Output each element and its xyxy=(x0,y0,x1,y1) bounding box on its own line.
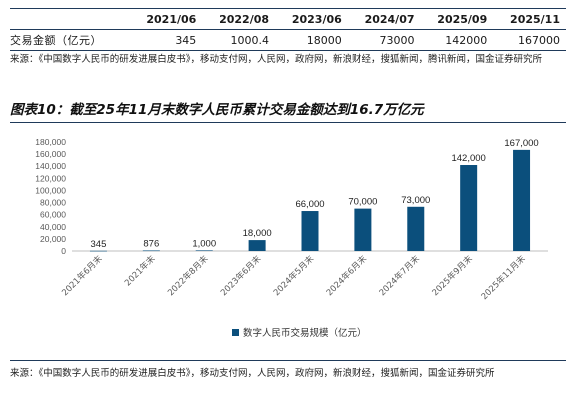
figure-caption: 图表10：截至25年11月末数字人民币累计交易金额达到16.7万亿元 xyxy=(10,100,566,123)
table-header-cell: 2024/07 xyxy=(347,8,421,30)
table-header-cell: 2025/11 xyxy=(493,8,566,30)
table-cell: 167000 xyxy=(493,29,566,51)
bar xyxy=(195,250,213,251)
summary-table: 2021/06 2022/08 2023/06 2024/07 2025/09 … xyxy=(10,8,566,51)
x-tick-label: 2025年11月末 xyxy=(479,253,528,302)
bar xyxy=(354,208,372,251)
table-header-cell: 2021/06 xyxy=(129,8,203,30)
bar xyxy=(407,206,425,251)
divider xyxy=(10,360,566,361)
data-label: 73,000 xyxy=(401,195,430,206)
y-tick-label: 80,000 xyxy=(40,198,66,208)
x-tick-label: 2025年9月末 xyxy=(430,253,475,298)
table-row: 交易金额（亿元） 345 1000.4 18000 73000 142000 1… xyxy=(10,29,566,51)
bar xyxy=(89,250,107,252)
y-tick-label: 20,000 xyxy=(40,234,66,244)
table-row-label: 交易金额（亿元） xyxy=(10,29,130,51)
y-tick-label: 180,000 xyxy=(35,137,66,147)
x-tick-label: 2024年7月末 xyxy=(377,253,422,298)
y-tick-label: 40,000 xyxy=(40,222,66,232)
x-tick-label: 2023年6月末 xyxy=(218,253,263,298)
data-label: 1,000 xyxy=(192,238,216,249)
bar xyxy=(142,250,160,252)
table-header-cell: 2025/09 xyxy=(420,8,494,30)
table-cell: 142000 xyxy=(420,29,494,51)
data-label: 345 xyxy=(91,239,107,250)
data-label: 18,000 xyxy=(243,228,272,239)
bar xyxy=(301,211,319,251)
table-cell: 345 xyxy=(129,29,203,51)
x-tick-label: 2021年末 xyxy=(122,253,157,288)
table-cell: 73000 xyxy=(347,29,421,51)
data-label: 876 xyxy=(143,238,159,249)
y-tick-label: 120,000 xyxy=(35,173,66,183)
x-tick-label: 2021年6月末 xyxy=(60,253,105,298)
x-tick-label: 2022年8月末 xyxy=(165,253,210,298)
x-tick-label: 2024年6月末 xyxy=(324,253,369,298)
table-cell: 18000 xyxy=(275,29,348,51)
x-tick-label: 2024年5月末 xyxy=(271,253,316,298)
table-cell: 1000.4 xyxy=(202,29,276,51)
y-tick-label: 0 xyxy=(61,246,66,256)
data-label: 66,000 xyxy=(295,199,324,210)
y-tick-label: 100,000 xyxy=(35,185,66,195)
table-header-row: 2021/06 2022/08 2023/06 2024/07 2025/09 … xyxy=(10,8,566,30)
y-tick-label: 160,000 xyxy=(35,149,66,159)
table-header-cell: 2023/06 xyxy=(275,8,348,30)
table-header-cell: 2022/08 xyxy=(202,8,276,30)
y-tick-label: 140,000 xyxy=(35,161,66,171)
bar-chart: 0 20,000 40,000 60,000 80,000 100,000 120,000 1… xyxy=(35,137,548,339)
y-tick-label: 60,000 xyxy=(40,210,66,220)
source-note-top: 来源：《中国数字人民币的研发进展白皮书》，移动支付网，人民网，政府网，新浪财经，… xyxy=(10,54,543,65)
bar xyxy=(460,165,478,251)
data-label: 142,000 xyxy=(451,153,485,164)
bar xyxy=(248,240,266,251)
data-label: 70,000 xyxy=(348,197,377,208)
legend-swatch xyxy=(232,329,239,336)
source-note-bottom: 来源：《中国数字人民币的研发进展白皮书》，移动支付网，人民网，政府网，新浪财经，… xyxy=(10,368,495,379)
data-label: 167,000 xyxy=(504,138,538,149)
table-header-cell xyxy=(10,8,130,30)
bar xyxy=(513,149,531,251)
legend-label: 数字人民币交易规模（亿元） xyxy=(243,327,367,339)
